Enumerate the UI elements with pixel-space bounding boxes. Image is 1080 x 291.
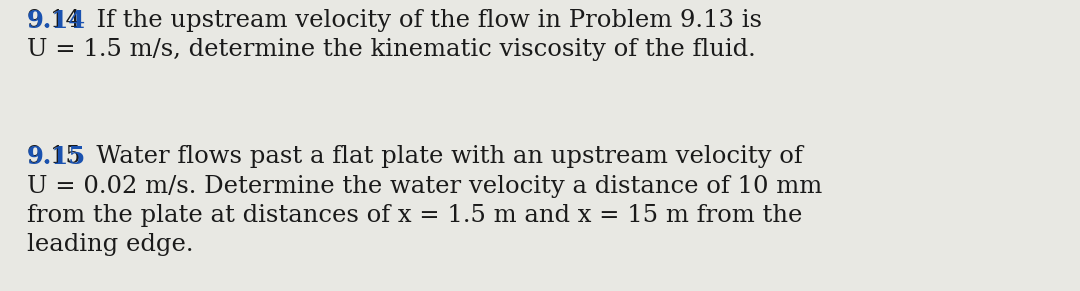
Text: 9.14  If the upstream velocity of the flow in Problem 9.13 is
U = 1.5 m/s, deter: 9.14 If the upstream velocity of the flo… (27, 9, 762, 61)
Text: 9.14: 9.14 (27, 9, 86, 33)
Text: 9.15: 9.15 (27, 146, 86, 169)
Text: 9.15  Water flows past a flat plate with an upstream velocity of
U = 0.02 m/s. D: 9.15 Water flows past a flat plate with … (27, 146, 822, 256)
